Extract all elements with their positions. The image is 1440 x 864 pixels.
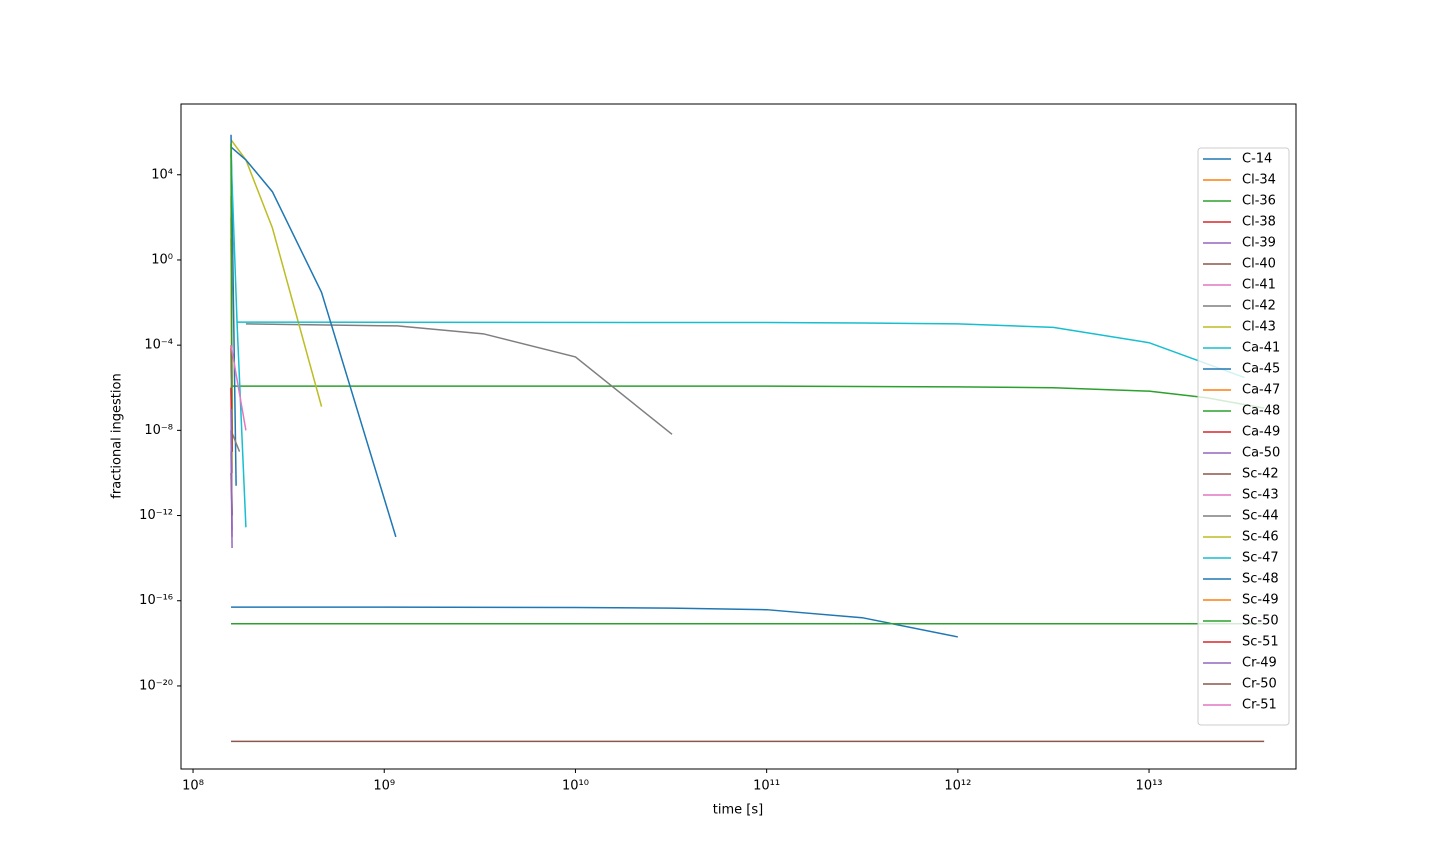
y-tick-label: 10⁻¹² bbox=[139, 508, 173, 523]
legend-label: Sc-43 bbox=[1242, 488, 1279, 503]
legend-label: Cl-38 bbox=[1242, 215, 1276, 230]
legend-label: Sc-50 bbox=[1242, 614, 1279, 629]
legend-label: Ca-47 bbox=[1242, 383, 1280, 398]
x-axis-label: time [s] bbox=[713, 803, 763, 818]
legend-label: Sc-48 bbox=[1242, 572, 1279, 587]
plot-frame bbox=[180, 103, 1297, 770]
series-line bbox=[231, 606, 958, 638]
y-tick-label: 10⁻²⁰ bbox=[139, 678, 173, 693]
y-tick-label: 10⁻⁸ bbox=[144, 423, 173, 438]
series-line bbox=[230, 146, 397, 538]
x-tick-label: 10¹² bbox=[944, 779, 971, 794]
legend-label: Cl-42 bbox=[1242, 299, 1276, 314]
series-line bbox=[237, 321, 1245, 379]
legend-label: Cl-40 bbox=[1242, 257, 1276, 272]
series-line bbox=[230, 153, 247, 528]
x-tick-label: 10¹³ bbox=[1136, 779, 1163, 794]
series-line bbox=[245, 323, 673, 435]
legend-label: Cl-34 bbox=[1242, 173, 1276, 188]
y-tick-label: 10⁻⁴ bbox=[144, 338, 173, 353]
x-tick-label: 10¹⁰ bbox=[562, 779, 589, 794]
legend-label: Cl-39 bbox=[1242, 236, 1276, 251]
legend-label: Ca-50 bbox=[1242, 446, 1280, 461]
legend-label: Cl-36 bbox=[1242, 194, 1276, 209]
y-tick-label: 10⁴ bbox=[151, 167, 173, 182]
legend-label: Ca-45 bbox=[1242, 362, 1280, 377]
y-tick-label: 10⁰ bbox=[151, 252, 173, 267]
legend-label: Cl-43 bbox=[1242, 320, 1276, 335]
legend-label: Ca-48 bbox=[1242, 404, 1280, 419]
series-line bbox=[230, 139, 323, 407]
series-line bbox=[230, 409, 233, 531]
y-tick-label: 10⁻¹⁶ bbox=[139, 593, 173, 608]
legend-label: Sc-47 bbox=[1242, 551, 1279, 566]
legend-label: Cr-50 bbox=[1242, 677, 1277, 692]
legend-label: Sc-46 bbox=[1242, 530, 1279, 545]
legend-label: Ca-49 bbox=[1242, 425, 1280, 440]
legend-label: Cr-51 bbox=[1242, 698, 1277, 713]
y-axis-label: fractional ingestion bbox=[110, 373, 125, 498]
legend-label: Ca-41 bbox=[1242, 341, 1280, 356]
series-line bbox=[230, 345, 247, 431]
x-tick-label: 10¹¹ bbox=[753, 779, 780, 794]
legend-label: Cl-41 bbox=[1242, 278, 1276, 293]
series-line bbox=[231, 385, 1265, 409]
x-tick-label: 10⁹ bbox=[373, 779, 395, 794]
legend-label: Sc-44 bbox=[1242, 509, 1279, 524]
legend-label: Cr-49 bbox=[1242, 656, 1277, 671]
x-tick-label: 10⁸ bbox=[182, 779, 204, 794]
legend-label: C-14 bbox=[1242, 152, 1272, 167]
legend-label: Sc-42 bbox=[1242, 467, 1279, 482]
legend-label: Sc-51 bbox=[1242, 635, 1279, 650]
legend-box bbox=[1197, 147, 1290, 726]
legend-label: Sc-49 bbox=[1242, 593, 1279, 608]
